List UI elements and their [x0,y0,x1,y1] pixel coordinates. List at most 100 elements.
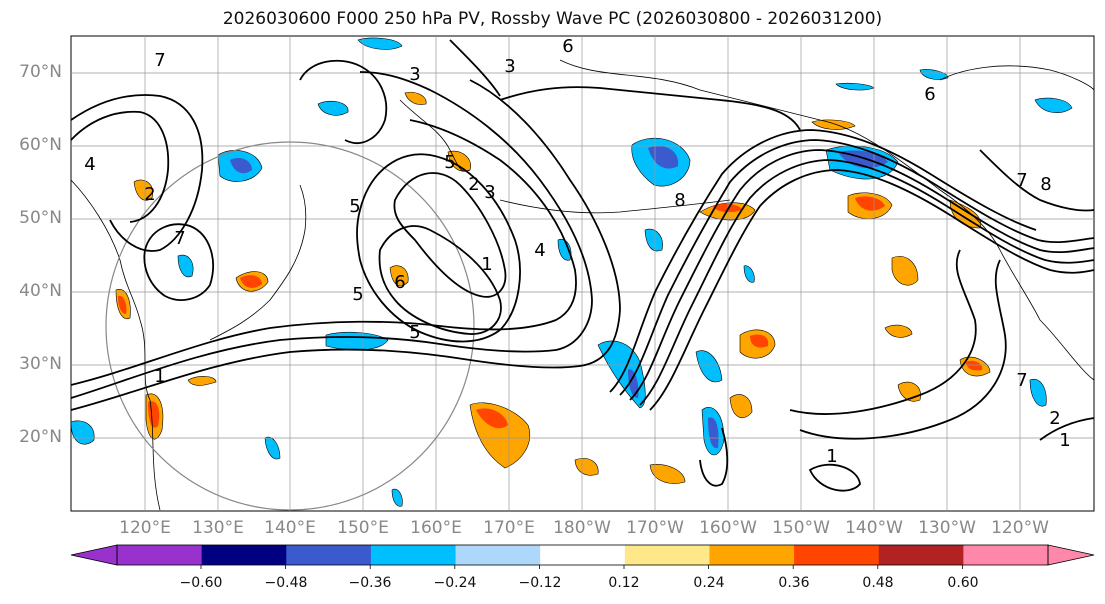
colorbar-segment [117,545,203,565]
contour-line [499,86,801,131]
anomaly-negative [177,254,194,278]
anomaly-positive [891,256,919,286]
anomaly-strong [476,408,508,429]
lon-label-150w: 150°W [772,518,830,538]
colorbar-segment [540,545,626,565]
colorbar-segment [878,545,964,565]
coastline-aleutians [499,199,731,214]
anomaly-strong [750,334,769,348]
anomaly-strong [118,295,127,314]
lon-label-150e: 150°E [337,518,389,538]
lat-label-40n: 40°N [19,281,62,301]
colorbar-segment [455,545,541,565]
contour-label: 4 [84,154,95,175]
contour-label: 7 [154,50,165,71]
colorbar-segment [963,545,1049,565]
contour-label: 2 [468,174,479,195]
colorbar-tick: 0.48 [862,575,894,591]
anomaly-strong-negative [708,417,719,449]
map-frame [70,35,1095,512]
lon-label-170e: 170°E [483,518,535,538]
contour-label: 2 [144,184,155,205]
anomaly-negative [695,350,723,383]
colorbar-tick: −0.24 [433,575,477,591]
contour-line [699,427,729,487]
coastline-north-america [939,65,1095,91]
contour-line [378,225,502,335]
coastline-japan [209,184,307,341]
anomaly-positive [649,464,686,484]
colorbar-tick: −0.12 [518,575,562,591]
contour-line [70,71,593,399]
anomaly-strong [966,360,983,371]
contour-label: 2 [1049,408,1060,429]
anomaly-negative [743,265,755,283]
colorbar-segment [201,545,287,565]
lon-label-120w: 120°W [991,518,1049,538]
colorbar-segment [709,545,795,565]
contour-label: 8 [1040,174,1051,195]
anomaly-positive [404,91,427,105]
contour-label: 5 [349,196,360,217]
contour-label: 5 [352,284,363,305]
colorbar-extend-high [1047,544,1095,566]
contour-label: 1 [826,446,837,467]
anomaly-positive [729,394,753,419]
anomaly-positive [187,376,217,386]
lon-label-140e: 140°E [264,518,316,538]
contour-label: 6 [394,272,405,293]
lon-label-160w: 160°W [699,518,757,538]
contour-label: 3 [409,64,420,85]
coastline-asia [70,179,161,511]
lat-label-50n: 50°N [19,208,62,228]
colorbar-frame [116,544,1049,566]
contour-line [789,249,977,415]
colorbar-tick: 0.24 [693,575,725,591]
coastlines [70,59,1095,511]
contour-label: 7 [174,228,185,249]
graticule [71,36,1094,511]
lat-label-60n: 60°N [19,135,62,155]
colorbar-segment [286,545,372,565]
colorbar-tick: −0.36 [348,575,392,591]
contour-label: 7 [1016,170,1027,191]
lon-label-130w: 130°W [918,518,976,538]
contour-label: 5 [409,322,420,343]
lon-label-120e: 120°E [119,518,171,538]
anomaly-positive [574,458,599,476]
coastline-kamchatka [399,99,471,172]
anomaly-strong-negative [648,146,679,169]
contour-line [979,149,1095,212]
colorbar-tick: −0.48 [264,575,308,591]
anomaly-negative [1034,97,1073,113]
contour-label: 1 [154,366,165,387]
contour-line [70,79,621,411]
anomaly-positive [884,324,913,338]
contour-line [143,223,214,301]
colorbar-segment [624,545,710,565]
contour-label: 3 [504,56,515,77]
lon-label-180w: 180°W [553,518,611,538]
anomaly-positive [389,265,409,287]
colorbar [70,544,1095,569]
lat-label-70n: 70°N [19,62,62,82]
contour-line [70,94,204,252]
anomaly-strong [712,203,742,213]
colorbar-segment [370,545,457,565]
anomaly-negative [919,69,949,80]
colorbar-tick: −0.60 [179,575,223,591]
contour-label: 7 [1016,370,1027,391]
map-title: 2026030600 F000 250 hPa PV, Rossby Wave … [222,9,883,29]
contour-line [1039,417,1095,441]
anomaly-negative [391,488,403,507]
anomaly-negative [644,228,663,252]
pv-contours [70,39,1095,492]
colorbar-tick: 0.12 [608,575,640,591]
contour-label: 5 [444,152,455,173]
contour-label: 6 [562,36,573,57]
contour-line [799,259,1007,440]
colorbar-tick: 0.60 [947,575,979,591]
contour-label: 3 [484,182,495,203]
